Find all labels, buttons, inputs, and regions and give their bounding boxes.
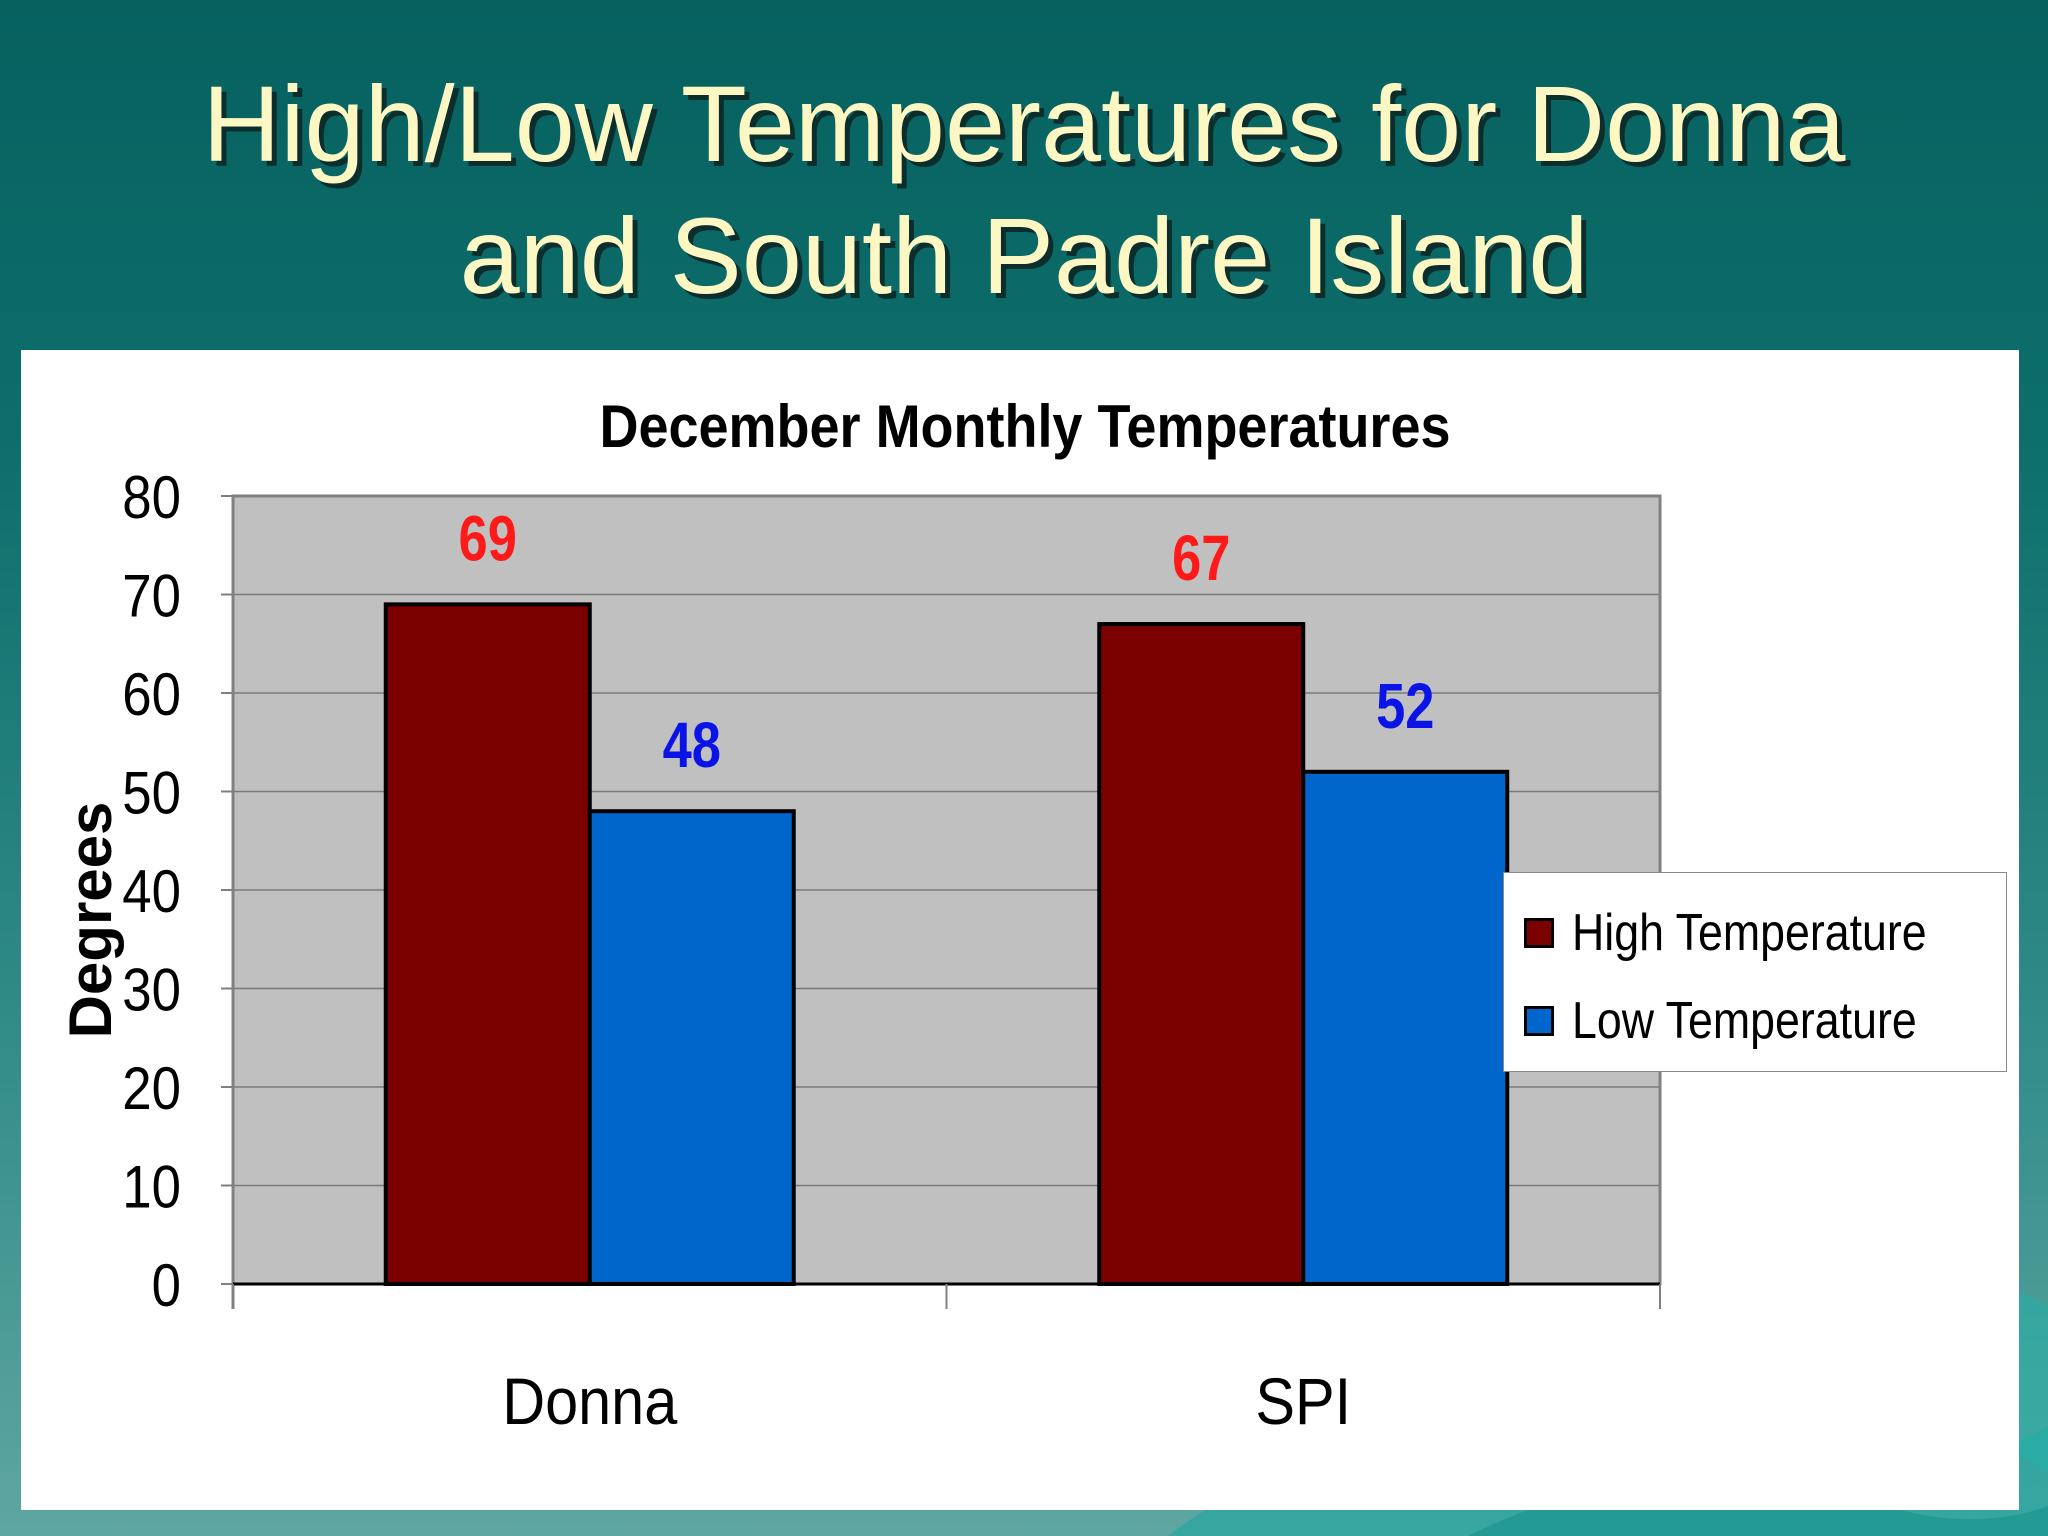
data-label-donna-low: 48 bbox=[663, 710, 721, 781]
legend-label-high: High Temperature bbox=[1572, 904, 1927, 962]
y-tick-label-10: 10 bbox=[122, 1153, 181, 1220]
slide-title-line-2: and South Padre Island bbox=[459, 195, 1589, 316]
bar-donna-high bbox=[383, 602, 592, 1287]
category-label-donna: Donna bbox=[502, 1365, 677, 1439]
bar-spi-high bbox=[1097, 622, 1306, 1286]
y-tick-label-40: 40 bbox=[122, 858, 181, 925]
chart-legend: High Temperature Low Temperature bbox=[1503, 872, 2007, 1072]
bar-donna-low bbox=[587, 809, 796, 1286]
data-label-spi-high: 67 bbox=[1172, 523, 1230, 594]
chart-panel: December Monthly Temperatures Degrees 0 1… bbox=[21, 350, 2019, 1510]
legend-item-high: High Temperature bbox=[1524, 903, 1984, 963]
y-tick-label-20: 20 bbox=[122, 1055, 181, 1122]
y-tick-label-30: 30 bbox=[122, 956, 181, 1023]
legend-item-low: Low Temperature bbox=[1524, 991, 1973, 1051]
data-label-spi-low: 52 bbox=[1376, 671, 1434, 742]
legend-swatch-low bbox=[1524, 1006, 1554, 1036]
y-axis-label: Degrees bbox=[57, 802, 124, 1039]
bar-spi-low bbox=[1301, 769, 1510, 1286]
data-label-donna-high: 69 bbox=[459, 503, 517, 574]
legend-swatch-high bbox=[1524, 918, 1554, 948]
category-label-spi: SPI bbox=[1255, 1365, 1351, 1439]
y-tick-label-50: 50 bbox=[122, 759, 181, 826]
y-tick-label-0: 0 bbox=[152, 1252, 181, 1319]
legend-label-low: Low Temperature bbox=[1572, 992, 1917, 1050]
slide-title-line-1: High/Low Temperatures for Donna bbox=[202, 63, 1846, 184]
bar-chart: December Monthly Temperatures Degrees 0 1… bbox=[57, 393, 1662, 1439]
y-tick-label-60: 60 bbox=[122, 661, 181, 728]
slide-title: High/Low Temperatures for Donna and Sout… bbox=[0, 58, 2048, 322]
y-tick-label-70: 70 bbox=[122, 562, 181, 629]
chart-title: December Monthly Temperatures bbox=[600, 393, 1451, 460]
y-tick-label-80: 80 bbox=[122, 464, 181, 531]
